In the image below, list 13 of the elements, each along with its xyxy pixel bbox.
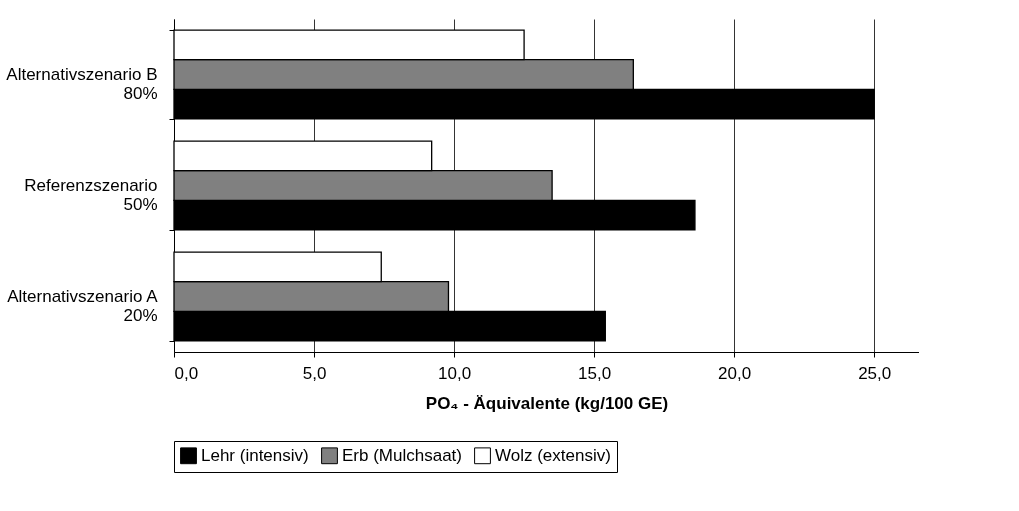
- x-tick-label: 5,0: [302, 363, 327, 383]
- y-tick-label: Referenzszenario 50%: [24, 176, 158, 214]
- legend-label: Lehr (intensiv): [201, 445, 309, 465]
- x-tick-label: 15,0: [578, 363, 612, 383]
- x-tick-label: 10,0: [438, 363, 472, 383]
- legend-label: Wolz (extensiv): [495, 445, 611, 465]
- legend-label: Erb (Mulchsaat): [342, 445, 462, 465]
- x-tick-label: 20,0: [718, 363, 752, 383]
- y-tick-label: Alternativszenario A 20%: [7, 287, 159, 325]
- x-tick-label: 0,0: [174, 363, 199, 383]
- y-tick-label: Alternativszenario B 80%: [6, 65, 158, 103]
- x-tick-label: 25,0: [858, 363, 892, 383]
- x-axis-title: PO₄ - Äquivalente (kg/100 GE): [425, 393, 669, 413]
